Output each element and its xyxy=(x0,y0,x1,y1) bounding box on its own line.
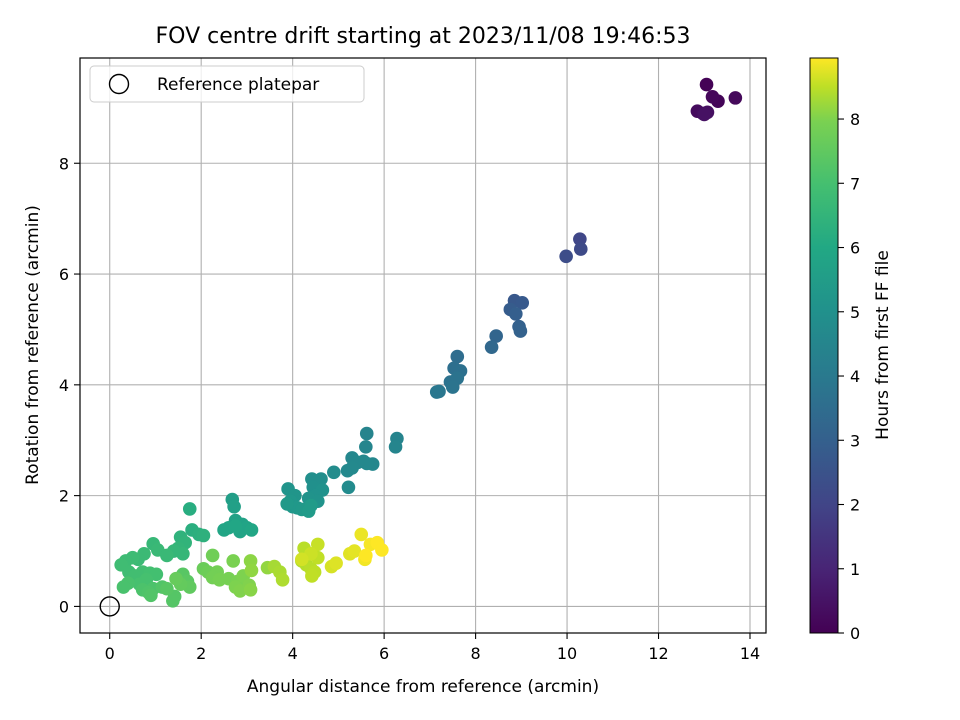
x-tick-label: 14 xyxy=(740,644,760,663)
scatter-point xyxy=(705,89,720,104)
x-tick-label: 2 xyxy=(196,644,206,663)
data-points xyxy=(114,77,743,608)
scatter-point xyxy=(280,497,294,511)
y-tick-label: 6 xyxy=(59,265,69,284)
scatter-point xyxy=(144,588,158,603)
plot-frame xyxy=(79,57,767,634)
colorbar-tick-label: 2 xyxy=(850,496,860,515)
reference-marker-layer xyxy=(99,596,120,617)
scatter-point xyxy=(169,571,183,586)
scatter-point xyxy=(304,498,318,513)
scatter-point xyxy=(515,296,530,310)
scatter-point xyxy=(484,340,499,354)
scatter-point xyxy=(160,548,174,563)
scatter-point xyxy=(244,523,259,537)
scatter-point xyxy=(699,77,714,92)
scatter-point xyxy=(226,554,241,568)
scatter-point xyxy=(329,556,343,571)
scatter-point xyxy=(388,440,403,454)
colorbar-label: Hours from first FF file xyxy=(873,250,893,440)
scatter-point xyxy=(445,380,460,394)
x-axis-ticks: 0 2 4 6 8 10 12 14 xyxy=(105,633,760,663)
x-tick-label: 4 xyxy=(288,644,298,663)
scatter-point xyxy=(228,519,243,533)
y-tick-label: 4 xyxy=(59,376,69,395)
legend-box xyxy=(89,65,365,103)
colorbar-tick-label: 3 xyxy=(850,431,860,450)
y-tick-label: 0 xyxy=(59,597,69,616)
y-tick-label: 2 xyxy=(59,487,69,506)
x-tick-label: 0 xyxy=(105,644,115,663)
scatter-point xyxy=(341,480,356,495)
colorbar-tick-label: 7 xyxy=(850,174,860,193)
scatter-point xyxy=(196,528,211,543)
scatter-point xyxy=(728,91,743,105)
reference-platepar-marker xyxy=(99,596,120,617)
scatter-point xyxy=(375,543,389,557)
legend-label: Reference platepar xyxy=(157,75,319,95)
colorbar-tick-label: 5 xyxy=(850,303,860,322)
x-axis-label: Angular distance from reference (arcmin) xyxy=(247,677,599,697)
x-tick-label: 10 xyxy=(557,644,577,663)
colorbar-tick-label: 6 xyxy=(850,239,860,258)
legend-marker-icon xyxy=(108,73,130,95)
scatter-point xyxy=(573,242,588,256)
scatter-point xyxy=(244,563,259,578)
scatter-point xyxy=(509,307,523,321)
chart-title: FOV centre drift starting at 2023/11/08 … xyxy=(156,24,691,49)
x-tick-label: 6 xyxy=(379,644,389,663)
scatter-point xyxy=(149,567,164,582)
scatter-point xyxy=(450,349,465,364)
scatter-point xyxy=(217,523,231,537)
scatter-point xyxy=(359,440,373,454)
y-axis-ticks: 0 2 4 6 8 xyxy=(59,154,80,616)
colorbar-tick-label: 1 xyxy=(850,560,860,579)
scatter-point xyxy=(359,548,373,563)
scatter-point xyxy=(345,461,359,475)
scatter-point xyxy=(573,232,587,246)
scatter-point xyxy=(489,329,503,343)
scatter-point xyxy=(205,548,220,563)
colorbar-tick-label: 8 xyxy=(850,110,860,129)
colorbar xyxy=(809,57,839,634)
legend: Reference platepar xyxy=(89,65,365,103)
scatter-point xyxy=(116,580,131,594)
y-axis-label: Rotation from reference (arcmin) xyxy=(23,205,43,485)
scatter-point xyxy=(429,385,444,399)
scatter-point xyxy=(182,502,197,516)
scatter-point xyxy=(559,249,573,264)
colorbar-tick-label: 0 xyxy=(850,624,860,643)
colorbar-ticks: 0 1 2 3 4 5 6 7 8 xyxy=(838,110,860,643)
grid xyxy=(80,58,766,633)
scatter-point xyxy=(166,594,180,608)
scatter-point xyxy=(227,499,241,514)
scatter-point xyxy=(347,544,362,558)
scatter-point xyxy=(275,573,290,587)
scatter-point xyxy=(513,324,528,338)
scatter-point xyxy=(295,552,309,567)
y-tick-label: 8 xyxy=(59,154,69,173)
scatter-point xyxy=(311,537,325,552)
x-tick-label: 8 xyxy=(470,644,480,663)
colorbar-tick-label: 4 xyxy=(850,367,860,386)
x-tick-label: 12 xyxy=(648,644,668,663)
scatter-point xyxy=(305,569,319,583)
scatter-point xyxy=(327,465,341,480)
scatter-point xyxy=(243,582,258,597)
scatter-point xyxy=(160,581,174,596)
scatter-point xyxy=(354,527,369,542)
scatter-point xyxy=(359,426,374,441)
scatter-point xyxy=(697,107,712,122)
